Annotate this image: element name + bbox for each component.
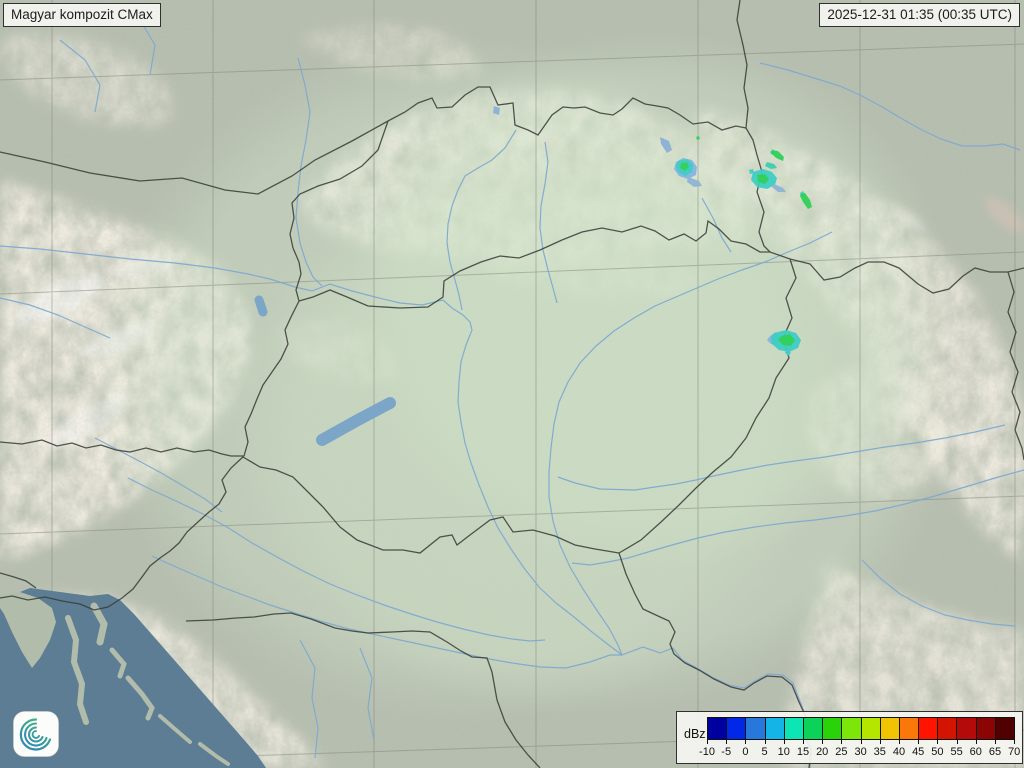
legend-tick-label: 50 (931, 746, 944, 758)
legend-tick-mark (937, 740, 939, 744)
radar-echo (771, 150, 784, 161)
dbz-unit-label: dBz (684, 727, 706, 741)
legend-color-cell (746, 718, 766, 739)
legend-tick-mark (822, 740, 824, 744)
radar-echoes (674, 136, 812, 356)
legend-tick-mark (841, 740, 843, 744)
legend-color-cell (708, 718, 728, 739)
legend-tick-label: 60 (969, 746, 982, 758)
legend-tick-mark (726, 740, 728, 744)
legend-color-cell (803, 718, 824, 739)
legend-color-cell (957, 718, 977, 739)
legend-color-cell (899, 718, 920, 739)
river-danube (0, 245, 623, 656)
legend-color-cell (823, 718, 843, 739)
lake-balaton (316, 397, 396, 446)
dbz-color-strip (707, 717, 1015, 740)
product-label-box: Magyar kompozit CMax (3, 3, 161, 27)
radar-coverage-tint (95, 30, 950, 725)
logo-spiral-icon (19, 718, 52, 751)
legend-tick-label: 65 (988, 746, 1002, 758)
radar-echo (696, 136, 700, 140)
legend-tick-mark (803, 740, 804, 744)
radar-echo (757, 174, 769, 184)
legend-tick-label: 15 (796, 746, 810, 758)
legend-tick-label: 40 (892, 746, 906, 758)
legend-color-cell (784, 718, 804, 739)
legend-tick-label: 55 (950, 746, 963, 758)
rivers (0, 19, 1024, 768)
legend-color-cell (861, 718, 881, 739)
legend-tick-label: -10 (699, 746, 715, 758)
legend-tick-label: 35 (873, 746, 886, 758)
hungaromet-logo (13, 711, 59, 757)
legend-tick-label: 0 (742, 746, 749, 758)
legend-tick-label: 5 (761, 746, 768, 758)
radar-echo (772, 184, 786, 192)
legend-color-cell (727, 718, 747, 739)
lakes (254, 106, 672, 446)
istria-peninsula (0, 592, 56, 668)
legend-color-cell (842, 718, 862, 739)
legend-tick-mark (995, 740, 996, 744)
radar-echo (785, 350, 791, 356)
legend-color-cell (919, 718, 939, 739)
legend-tick-label: 10 (777, 746, 790, 758)
radar-echo (680, 162, 689, 171)
legend-color-cell (938, 718, 958, 739)
radar-echo (800, 193, 812, 209)
dbz-legend: dBz -10 -5 0 5 10 15 20 25 30 35 40 45 50 55 60 65 70 (676, 711, 1023, 764)
legend-tick-mark (956, 740, 958, 744)
legend-tick-mark (879, 740, 881, 744)
legend-tick-mark (975, 740, 977, 744)
radar-echo (687, 177, 702, 187)
legend-tick-mark (783, 740, 785, 744)
legend-tick-mark (860, 740, 862, 744)
legend-tick-label: -5 (721, 746, 732, 758)
dbz-legend-inner: dBz -10 -5 0 5 10 15 20 25 30 35 40 45 50 55 60 65 70 (677, 712, 1022, 763)
legend-tick-mark (918, 740, 920, 744)
product-label: Magyar kompozit CMax (11, 7, 153, 22)
legend-color-cell (765, 718, 785, 739)
lake-ferto (254, 295, 268, 317)
legend-tick-label: 20 (816, 746, 829, 758)
river-sava (151, 555, 622, 669)
legend-tick-label: 30 (854, 746, 867, 758)
timestamp-label: 2025-12-31 01:35 (00:35 UTC) (827, 7, 1012, 22)
timestamp-box: 2025-12-31 01:35 (00:35 UTC) (819, 3, 1020, 27)
river-tisza (548, 231, 833, 656)
legend-tick-mark (899, 740, 900, 744)
legend-tick-label: 45 (912, 746, 925, 758)
legend-color-cell (880, 718, 900, 739)
river-drava (127, 477, 546, 642)
legend-color-cell (976, 718, 996, 739)
adriatic-sea (0, 588, 266, 768)
radar-echo (778, 334, 795, 346)
legend-color-cell (995, 718, 1014, 739)
radar-echo (749, 169, 754, 174)
legend-tick-mark (745, 740, 747, 744)
adriatic-islands (65, 602, 230, 766)
river-dniester (759, 62, 1021, 151)
legend-tick-mark (1014, 740, 1016, 744)
legend-tick-label: 70 (1008, 746, 1021, 758)
radar-echo (765, 162, 777, 169)
legend-tick-mark (764, 740, 766, 744)
legend-tick-mark (707, 740, 708, 744)
legend-tick-label: 25 (835, 746, 848, 758)
